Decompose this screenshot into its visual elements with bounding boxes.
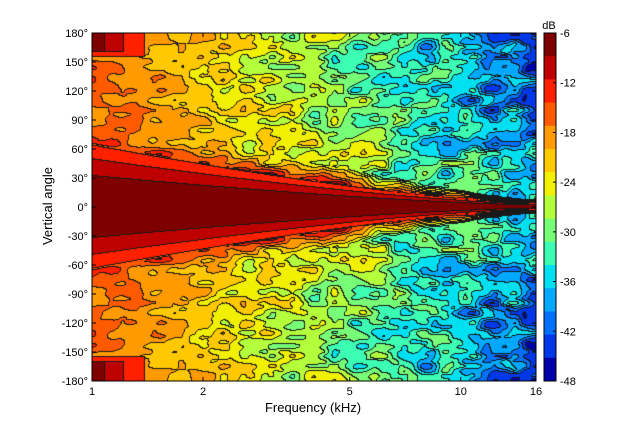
colorbar-tick-label: -30 <box>560 227 576 239</box>
colorbar-tick-label: -24 <box>560 177 576 189</box>
colorbar-segment <box>544 102 556 127</box>
colorbar: -6 -12 -18 -24 -30 -36 -42 -48 <box>543 28 576 388</box>
colorbar-segment <box>544 79 556 104</box>
colorbar-segment <box>544 33 556 57</box>
colorbar-segment <box>544 172 556 196</box>
plot-area <box>91 32 537 382</box>
colorbar-segment <box>544 311 556 336</box>
y-tick-label: 30° <box>71 173 88 185</box>
colorbar-tick-label: -36 <box>560 277 576 289</box>
contour-fill <box>92 33 536 381</box>
x-axis-label: Frequency (kHz) <box>265 400 361 415</box>
y-tick-label: 180° <box>65 28 88 40</box>
x-tick-label: 10 <box>455 386 467 398</box>
colorbar-segment <box>544 56 556 80</box>
colorbar-tick-label: -18 <box>560 127 576 139</box>
y-tick-label: -120° <box>62 318 88 330</box>
y-tick-label: 0° <box>77 202 88 214</box>
colorbar-tick-label: -48 <box>560 376 576 388</box>
x-tick-label: 5 <box>347 386 353 398</box>
colorbar-segment <box>544 149 556 173</box>
y-tick-label: 150° <box>65 57 88 69</box>
colorbar-tick-label: -6 <box>560 28 570 40</box>
colorbar-segment <box>544 288 556 312</box>
x-tick-label: 2 <box>200 386 206 398</box>
colorbar-segment <box>544 218 556 243</box>
x-tick-label: 1 <box>89 386 95 398</box>
colorbar-label: dB <box>542 20 555 32</box>
y-tick-label: 60° <box>71 144 88 156</box>
y-tick-label: -30° <box>68 231 88 243</box>
colorbar-segment <box>544 265 556 289</box>
y-tick-label: 90° <box>71 115 88 127</box>
y-axis-label: Vertical angle <box>40 167 55 245</box>
y-tick-label: 120° <box>65 86 88 98</box>
colorbar-segment <box>544 241 556 266</box>
colorbar-segment <box>544 195 556 220</box>
x-axis: 1 2 5 10 16 <box>89 33 542 398</box>
colorbar-tick-label: -12 <box>560 78 576 90</box>
colorbar-segment <box>544 334 556 359</box>
y-tick-label: -60° <box>68 260 88 272</box>
y-tick-label: -150° <box>62 347 88 359</box>
y-axis: 180° 150° 120° 90° 60° 30° 0° -30° -60° -90° -120°… <box>62 28 536 388</box>
colorbar-tick-label: -42 <box>560 326 576 338</box>
colorbar-segment <box>544 125 556 150</box>
y-tick-label: -90° <box>68 289 88 301</box>
colorbar-frame <box>543 32 557 382</box>
x-tick-label: 16 <box>530 386 542 398</box>
colorbar-segment <box>544 357 556 382</box>
y-tick-label: -180° <box>62 376 88 388</box>
